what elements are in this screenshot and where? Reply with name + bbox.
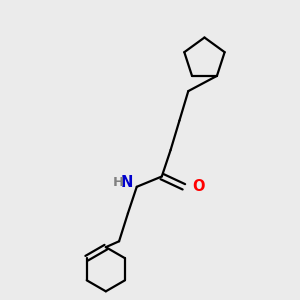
Text: O: O (193, 179, 205, 194)
Text: H: H (112, 176, 123, 189)
Text: N: N (121, 175, 133, 190)
